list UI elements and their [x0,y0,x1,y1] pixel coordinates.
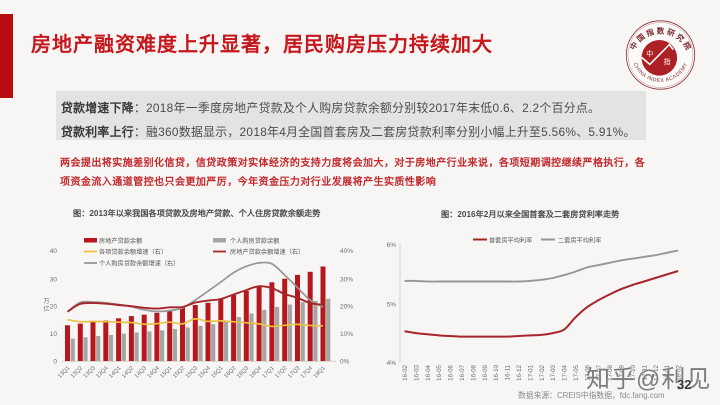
svg-text:4%: 4% [387,360,397,367]
svg-text:14Q4: 14Q4 [147,365,162,380]
svg-text:二套房平均利率: 二套房平均利率 [558,236,601,244]
svg-text:20: 20 [50,303,58,310]
svg-text:14Q3: 14Q3 [134,365,148,379]
svg-text:16-07: 16-07 [459,364,466,380]
svg-text:5%: 5% [387,301,397,308]
svg-text:17-07: 17-07 [596,364,603,380]
svg-text:17Q3: 17Q3 [287,365,301,379]
svg-text:40: 40 [50,248,58,255]
svg-text:13Q4: 13Q4 [95,365,110,380]
svg-text:16-04: 16-04 [425,364,432,380]
svg-text:10: 10 [50,331,58,338]
svg-text:房地产贷款余额增速（右）: 房地产贷款余额增速（右） [230,248,304,256]
svg-text:图：2013年以来我国各项贷款及房地产贷款、个人住房贷款余额: 图：2013年以来我国各项贷款及房地产贷款、个人住房贷款余额走势 [73,208,321,218]
svg-text:0: 0 [53,359,57,366]
svg-text:17-08: 17-08 [607,364,614,380]
svg-text:16-11: 16-11 [505,364,512,380]
svg-text:20%: 20% [340,303,353,310]
svg-text:17-04: 17-04 [562,364,569,380]
svg-text:16Q2: 16Q2 [223,365,237,379]
svg-text:房地产贷款余额: 房地产贷款余额 [99,237,143,245]
svg-text:17-02: 17-02 [539,364,546,380]
svg-text:16-03: 16-03 [413,364,420,380]
svg-text:15Q4: 15Q4 [198,365,213,380]
svg-text:18-02: 18-02 [676,364,683,380]
svg-text:17-12: 17-12 [653,364,660,380]
svg-text:15Q1: 15Q1 [159,365,173,379]
svg-text:16-05: 16-05 [436,364,443,380]
svg-text:30%: 30% [340,276,353,283]
svg-text:17-06: 17-06 [584,364,591,380]
svg-text:18Q1: 18Q1 [313,365,327,379]
svg-text:14Q2: 14Q2 [121,365,135,379]
svg-text:图：2016年2月以来全国首套及二套房贷利率走势: 图：2016年2月以来全国首套及二套房贷利率走势 [441,209,620,219]
svg-text:17-03: 17-03 [550,364,557,380]
svg-text:17Q4: 17Q4 [300,365,315,380]
svg-text:中: 中 [646,49,653,58]
svg-text:16-08: 16-08 [470,364,477,380]
svg-text:17Q1: 17Q1 [262,365,276,379]
svg-text:17-11: 17-11 [641,364,648,380]
svg-text:指: 指 [664,57,671,66]
svg-text:16-02: 16-02 [402,364,409,380]
svg-text:16Q4: 16Q4 [249,365,264,380]
svg-text:17-01: 17-01 [527,364,534,380]
svg-text:17-09: 17-09 [619,364,626,380]
svg-text:13Q3: 13Q3 [83,365,97,379]
svg-text:13Q2: 13Q2 [70,365,84,379]
svg-text:16Q1: 16Q1 [210,365,224,379]
svg-text:个人购房贷款余额增速（右）: 个人购房贷款余额增速（右） [99,260,179,268]
svg-text:18-01: 18-01 [664,364,671,380]
svg-text:17-10: 17-10 [630,364,637,380]
svg-text:16Q3: 16Q3 [236,365,250,379]
svg-text:17Q2: 17Q2 [274,365,288,379]
svg-text:16-09: 16-09 [482,364,489,380]
svg-text:0%: 0% [340,359,350,366]
svg-text:16-06: 16-06 [448,364,455,380]
svg-text:6%: 6% [387,242,397,249]
svg-text:10%: 10% [340,331,353,338]
svg-text:40%: 40% [340,248,353,255]
svg-text:16-10: 16-10 [493,364,500,380]
svg-text:14Q1: 14Q1 [108,365,122,379]
svg-text:15Q3: 15Q3 [185,365,199,379]
svg-text:首套房平均利率: 首套房平均利率 [489,236,532,244]
svg-text:15Q2: 15Q2 [172,365,186,379]
svg-text:16-12: 16-12 [516,364,523,380]
svg-text:各项贷款余额增速（右）: 各项贷款余额增速（右） [99,248,167,256]
svg-text:13Q1: 13Q1 [57,365,71,379]
svg-text:30: 30 [50,276,58,283]
svg-text:17-05: 17-05 [573,364,580,380]
svg-text:万: 万 [43,298,49,305]
svg-text:亿: 亿 [43,305,49,313]
svg-text:个人购房贷款余额: 个人购房贷款余额 [230,237,280,245]
